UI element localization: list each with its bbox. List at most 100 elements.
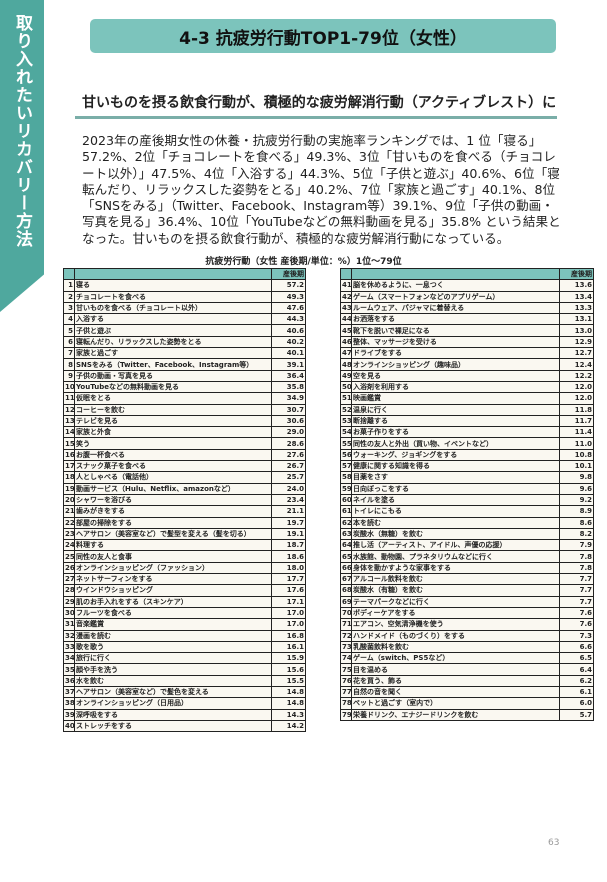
rate-cell: 6.5 [559, 652, 594, 665]
table-row: 7 家族と過ごす 40.1 [63, 347, 306, 360]
rank-cell: 34 [63, 652, 75, 665]
table-row: 9 子供の動画・写真を見る 36.4 [63, 369, 306, 382]
table-row: 3 甘いものを食べる（チョコレート以外） 47.6 [63, 301, 306, 315]
rate-cell: 30.6 [271, 414, 306, 428]
activity-cell: お腹一杯食べる [74, 448, 272, 462]
activity-cell: 映画鑑賞 [351, 392, 560, 405]
rank-cell: 30 [63, 606, 75, 620]
rate-cell: 17.0 [271, 606, 306, 620]
rank-cell: 28 [63, 584, 75, 597]
ranking-table-right: 産後期 41 脳を休めるように、一息つく 13.6 42 ゲーム（スマートフォンなどのアプ… [340, 267, 594, 721]
table-row: 57 健康に関する知識を得る 10.1 [340, 460, 594, 473]
section-side-tab [0, 0, 44, 312]
rate-cell: 14.8 [271, 685, 306, 699]
activity-cell: 笑う [74, 437, 272, 450]
rate-cell: 6.0 [559, 697, 594, 710]
activity-cell: 仮眠をとる [74, 392, 272, 405]
rank-cell: 18 [63, 471, 75, 484]
activity-cell: ルームウェア、パジャマに着替える [351, 301, 560, 315]
rank-cell: 69 [340, 595, 352, 608]
table-row: 61 トイレにこもる 8.9 [340, 505, 594, 518]
rank-cell: 65 [340, 550, 352, 563]
rank-cell: 5 [63, 324, 75, 337]
activity-cell: 目薬をさす [351, 471, 560, 484]
rank-cell: 45 [340, 324, 352, 337]
table-row: 69 テーマパークなどに行く 7.7 [340, 595, 594, 608]
header-value: 産後期 [559, 267, 594, 281]
activity-cell: 子供の動画・写真を見る [74, 369, 272, 382]
rank-cell: 35 [63, 663, 75, 676]
rate-cell: 12.2 [559, 369, 594, 382]
rank-cell: 78 [340, 697, 352, 710]
rank-cell: 68 [340, 584, 352, 597]
rate-cell: 21.1 [271, 505, 306, 518]
page-number: 63 [548, 838, 560, 848]
table-row: 55 同性の友人と外出（買い物、イベントなど） 11.0 [340, 437, 594, 450]
table-row: 2 チョコレートを食べる 49.3 [63, 290, 306, 303]
rank-cell: 52 [340, 403, 352, 416]
rank-cell: 32 [63, 629, 75, 642]
rank-cell: 22 [63, 516, 75, 529]
rank-cell: 7 [63, 347, 75, 360]
rate-cell: 6.4 [559, 663, 594, 676]
table-row: 76 花を買う、飾る 6.2 [340, 674, 594, 687]
rank-cell: 11 [63, 392, 75, 405]
table-row: 8 SNSをみる（Twitter、Facebook、Instagram等） 39.1 [63, 358, 306, 371]
table-row: 26 オンラインショッピング（ファッション） 18.0 [63, 561, 306, 575]
activity-cell: スナック菓子を食べる [74, 460, 272, 473]
rate-cell: 7.6 [559, 618, 594, 631]
activity-cell: アルコール飲料を飲む [351, 573, 560, 586]
rate-cell: 12.0 [559, 380, 594, 394]
rank-cell: 21 [63, 505, 75, 518]
rank-cell: 40 [63, 719, 75, 733]
rank-cell: 38 [63, 697, 75, 710]
rank-cell: 1 [63, 279, 75, 292]
rate-cell: 11.0 [559, 437, 594, 450]
activity-cell: ハンドメイド（ものづくり）をする [351, 629, 560, 642]
rate-cell: 15.6 [271, 663, 306, 676]
rank-cell: 67 [340, 573, 352, 586]
activity-cell: ストレッチをする [74, 719, 272, 733]
rank-cell: 53 [340, 414, 352, 428]
subtitle: 甘いものを摂る飲食行動が、積極的な疲労解消行動（アクティブレスト）に [82, 95, 557, 111]
table-row: 32 漫画を読む 16.8 [63, 629, 306, 642]
activity-cell: 栄養ドリンク、エナジードリンクを飲む [351, 708, 560, 721]
activity-cell: 同性の友人と外出（買い物、イベントなど） [351, 437, 560, 450]
rank-cell: 62 [340, 516, 352, 529]
table-row: 25 同性の友人と食事 18.6 [63, 550, 306, 563]
rank-cell: 13 [63, 414, 75, 428]
rate-cell: 9.6 [559, 482, 594, 495]
table-row: 27 ネットサーフィンをする 17.7 [63, 573, 306, 586]
activity-cell: 部屋の掃除をする [74, 516, 272, 529]
table-row: 41 脳を休めるように、一息つく 13.6 [340, 279, 594, 292]
rate-cell: 23.4 [271, 493, 306, 507]
rate-cell: 17.6 [271, 584, 306, 597]
activity-cell: オンラインショッピング（ファッション） [74, 561, 272, 575]
activity-cell: テーマパークなどに行く [351, 595, 560, 608]
rank-cell: 42 [340, 290, 352, 303]
rank-cell: 54 [340, 426, 352, 439]
table-row: 35 顔や手を洗う 15.6 [63, 663, 306, 676]
rank-cell: 71 [340, 618, 352, 631]
activity-cell: 水を飲む [74, 674, 272, 687]
activity-cell: トイレにこもる [351, 505, 560, 518]
side-tab-label: 取り入れたいリカバリー方法 [12, 14, 32, 248]
table-row: 5 子供と遊ぶ 40.6 [63, 324, 306, 337]
activity-cell: ペットと過ごす（室内で） [351, 697, 560, 710]
activity-cell: ヘアサロン（美容室など）で髪色を変える [74, 685, 272, 699]
rate-cell: 40.1 [271, 347, 306, 360]
rate-cell: 14.2 [271, 719, 306, 733]
activity-cell: 脳を休めるように、一息つく [351, 279, 560, 292]
rate-cell: 13.6 [559, 279, 594, 292]
rate-cell: 6.2 [559, 674, 594, 687]
rank-cell: 48 [340, 358, 352, 371]
activity-cell: ヘアサロン（美容室など）で髪型を変える（髪を切る） [74, 527, 272, 541]
rate-cell: 34.9 [271, 392, 306, 405]
table-row: 53 断捨離する 11.7 [340, 414, 594, 428]
activity-cell: エアコン、空気清浄機を使う [351, 618, 560, 631]
activity-cell: 子供と遊ぶ [74, 324, 272, 337]
activity-cell: 炭酸水（有糖）を飲む [351, 584, 560, 597]
table-row: 43 ルームウェア、パジャマに着替える 13.3 [340, 301, 594, 315]
rate-cell: 36.4 [271, 369, 306, 382]
rate-cell: 7.7 [559, 573, 594, 586]
